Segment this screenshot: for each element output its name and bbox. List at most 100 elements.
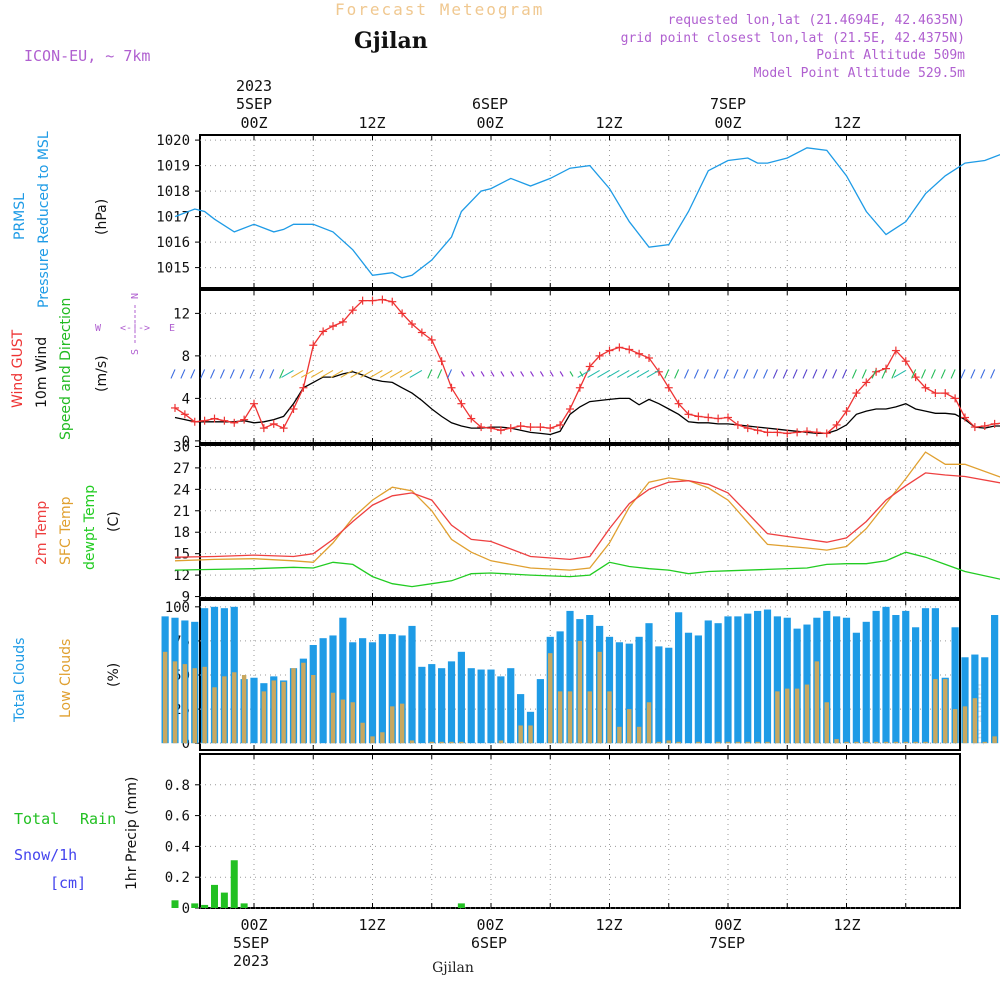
wind-direction-arrow <box>559 371 564 377</box>
wind-direction-arrow <box>389 369 403 378</box>
gust-marker <box>803 427 811 436</box>
wind-panel-ytick-label: 0 <box>182 434 190 450</box>
wind-direction-arrow <box>460 371 465 377</box>
total-cloud-bar <box>477 669 485 744</box>
wind-direction-arrow <box>822 369 828 379</box>
total-cloud-bar <box>665 647 673 744</box>
pressure-panel-frame <box>199 134 961 289</box>
gust-marker <box>417 328 426 337</box>
gust-marker <box>812 428 821 437</box>
gust-marker <box>299 383 308 392</box>
top-tick-6: 12Z <box>833 114 860 132</box>
low-cloud-bar <box>459 741 464 744</box>
pressure-panel-ytick-label: 1020 <box>156 133 190 149</box>
low-cloud-bar <box>804 684 810 744</box>
total-cloud-bar <box>921 608 930 744</box>
gust-marker <box>230 418 239 427</box>
wind-label: 10m Wind <box>34 337 50 408</box>
gust-marker <box>862 378 871 387</box>
total-cloud-bar <box>359 638 367 744</box>
total-cloud-bar <box>210 606 219 744</box>
wind-direction-arrow <box>597 369 610 378</box>
low-cloud-bar <box>873 741 879 744</box>
total-cloud-bar <box>744 613 752 744</box>
low-cloud-bar <box>775 691 780 744</box>
total-cloud-bar <box>704 620 712 744</box>
wind-direction-arrow <box>310 369 324 378</box>
wind-direction-arrow <box>340 369 354 378</box>
total-cloud-bar <box>783 617 791 744</box>
low-cloud-bar <box>765 741 770 744</box>
gust-marker <box>556 420 565 429</box>
gust-marker <box>427 335 436 344</box>
gust-marker <box>457 399 466 408</box>
temp-panel-ytick-label: 21 <box>173 504 190 520</box>
gust-marker <box>615 343 624 352</box>
total-cloud-bar <box>408 625 416 744</box>
total-cloud-bar <box>536 679 544 744</box>
gust-marker <box>664 383 673 392</box>
gust-marker <box>319 327 328 336</box>
low-cloud-bar <box>597 651 602 744</box>
gust-marker <box>921 383 930 392</box>
gust-marker <box>487 424 495 433</box>
wind-direction-arrow <box>350 369 363 378</box>
wind-direction-arrow <box>841 369 848 379</box>
wind-direction-arrow <box>269 369 275 379</box>
low-cloud-bar <box>498 740 504 744</box>
wind-direction-arrow <box>446 369 453 379</box>
low-cloud-bar <box>943 679 948 744</box>
gust-marker <box>773 428 782 437</box>
wind-direction-arrow <box>802 369 808 379</box>
top-day-label-1: 5SEP <box>236 95 272 113</box>
pressure-panel-ytick-label: 1018 <box>156 184 190 200</box>
clouds-panel-ytick-label: 0 <box>182 736 190 752</box>
low-cloud-bar <box>785 688 790 744</box>
total-cloud-bar <box>625 643 633 744</box>
wind-direction-arrow <box>950 369 956 379</box>
dewpt-line <box>174 551 1000 588</box>
gust-marker <box>605 346 614 355</box>
compass-e: E <box>169 323 175 334</box>
wind-direction-arrow <box>762 369 769 379</box>
low-cloud-bar <box>992 736 997 744</box>
total-cloud-bar <box>428 664 436 744</box>
total-cloud-bar <box>655 646 663 744</box>
gust-marker <box>200 416 209 425</box>
gust-marker <box>763 428 772 437</box>
total-cloud-bar <box>754 610 762 744</box>
pressure-unit: (hPa) <box>94 199 110 235</box>
total-cloud-bar <box>852 632 860 744</box>
low-cloud-bar <box>380 732 385 744</box>
wind-direction-arrow <box>530 371 534 377</box>
gust-marker <box>496 426 505 435</box>
gust-marker <box>595 351 604 360</box>
gust-marker <box>585 362 594 371</box>
gust-marker <box>348 306 357 315</box>
bottom-tick-3: 00Z <box>476 916 503 934</box>
low-cloud-bar <box>212 687 217 744</box>
wind-direction-arrow <box>409 369 423 378</box>
wind-direction-arrow <box>626 369 640 378</box>
wind-panel-ytick-label: 4 <box>182 391 190 407</box>
low-cloud-bar <box>182 664 188 744</box>
rain-bar <box>171 900 179 908</box>
temp-panel-ytick-label: 9 <box>182 590 190 606</box>
low-cloud-bar <box>360 722 365 744</box>
low-cloud-bar <box>814 661 820 744</box>
wind-direction-arrow <box>209 369 216 379</box>
gust-label: Wind GUST <box>10 329 26 408</box>
gust-marker <box>506 424 515 433</box>
total-cloud-bar <box>823 610 831 744</box>
total-cloud-bar <box>635 636 643 744</box>
temp-panel-ytick-label: 24 <box>173 482 190 498</box>
wind-direction-arrow <box>190 369 196 379</box>
location-title: Gjilan <box>354 28 428 54</box>
wind-direction-arrow <box>832 369 838 379</box>
total-cloud-bar <box>645 623 653 744</box>
total-cloud-bar <box>615 642 623 744</box>
gust-marker <box>822 429 831 438</box>
low-cloud-bar <box>439 741 444 744</box>
low-cloud-bar <box>834 739 839 744</box>
total-cloud-bar <box>763 609 772 744</box>
